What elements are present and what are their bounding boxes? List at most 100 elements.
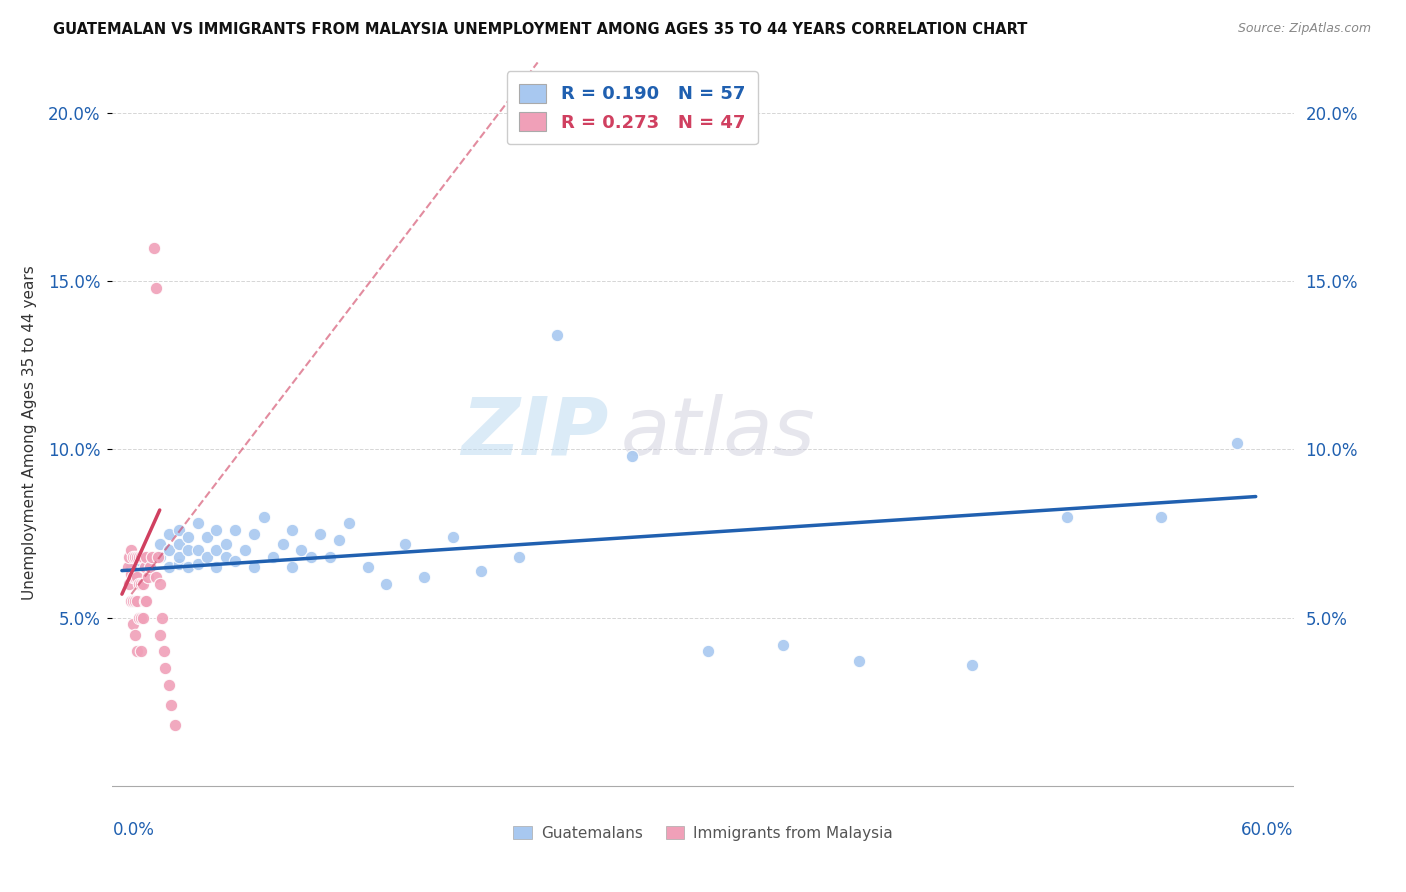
Point: [125, 644, 148, 658]
Point: [125, 570, 148, 584]
Point: [120, 560, 142, 574]
Point: [157, 560, 180, 574]
Point: [621, 449, 644, 463]
Point: [441, 530, 464, 544]
Point: [124, 570, 146, 584]
Point: [167, 536, 190, 550]
Point: [224, 523, 246, 537]
Point: [470, 564, 492, 578]
Point: [129, 644, 152, 658]
Point: [186, 557, 208, 571]
Point: [328, 533, 350, 548]
Point: [1056, 509, 1078, 524]
Point: [195, 550, 218, 565]
Text: atlas: atlas: [620, 393, 815, 472]
Point: [150, 610, 173, 624]
Point: [1226, 435, 1249, 450]
Point: [160, 698, 183, 713]
Point: [157, 678, 180, 692]
Point: [848, 655, 870, 669]
Text: GUATEMALAN VS IMMIGRANTS FROM MALAYSIA UNEMPLOYMENT AMONG AGES 35 TO 44 YEARS CO: GUATEMALAN VS IMMIGRANTS FROM MALAYSIA U…: [53, 22, 1028, 37]
Point: [167, 523, 190, 537]
Point: [155, 661, 177, 675]
Point: [132, 550, 155, 565]
Point: [1150, 509, 1173, 524]
Point: [120, 543, 142, 558]
Point: [129, 610, 152, 624]
Point: [118, 550, 141, 565]
Point: [243, 526, 266, 541]
Text: 60.0%: 60.0%: [1241, 822, 1294, 839]
Point: [149, 577, 172, 591]
Point: [205, 543, 228, 558]
Point: [215, 536, 238, 550]
Point: [138, 570, 160, 584]
Point: [122, 570, 145, 584]
Point: [145, 570, 167, 584]
Point: [281, 523, 304, 537]
Point: [375, 577, 398, 591]
Point: [134, 560, 156, 574]
Point: [271, 536, 294, 550]
Point: [186, 516, 208, 531]
Point: [356, 560, 378, 574]
Point: [134, 594, 156, 608]
Point: [128, 577, 150, 591]
Point: [262, 550, 284, 565]
Point: [124, 594, 146, 608]
Point: [135, 594, 157, 608]
Point: [128, 610, 150, 624]
Point: [149, 550, 172, 565]
Point: [177, 543, 200, 558]
Point: [290, 543, 312, 558]
Point: [772, 638, 794, 652]
Point: [177, 560, 200, 574]
Point: [177, 530, 200, 544]
Point: [129, 553, 152, 567]
Y-axis label: Unemployment Among Ages 35 to 44 years: Unemployment Among Ages 35 to 44 years: [22, 265, 37, 600]
Point: [696, 644, 718, 658]
Point: [167, 557, 190, 571]
Point: [139, 560, 162, 574]
Point: [122, 617, 145, 632]
Point: [122, 550, 145, 565]
Point: [145, 281, 167, 295]
Point: [129, 550, 152, 565]
Point: [243, 560, 266, 574]
Point: [299, 550, 322, 565]
Point: [224, 553, 246, 567]
Point: [128, 550, 150, 565]
Point: [319, 550, 342, 565]
Point: [149, 627, 172, 641]
Point: [125, 550, 148, 565]
Text: 0.0%: 0.0%: [112, 822, 155, 839]
Point: [122, 594, 145, 608]
Point: [337, 516, 360, 531]
Point: [149, 536, 172, 550]
Point: [205, 523, 228, 537]
Point: [157, 543, 180, 558]
Point: [146, 550, 169, 565]
Point: [281, 560, 304, 574]
Point: [508, 550, 530, 565]
Point: [215, 550, 238, 565]
Point: [163, 718, 186, 732]
Point: [546, 328, 568, 343]
Point: [253, 509, 276, 524]
Point: [186, 543, 208, 558]
Point: [143, 240, 166, 254]
Text: ZIP: ZIP: [461, 393, 609, 472]
Point: [962, 657, 984, 672]
Point: [120, 566, 142, 581]
Point: [157, 526, 180, 541]
Point: [195, 530, 218, 544]
Point: [394, 536, 416, 550]
Point: [205, 560, 228, 574]
Point: [141, 550, 163, 565]
Point: [167, 550, 190, 565]
Point: [129, 577, 152, 591]
Point: [125, 594, 148, 608]
Point: [413, 570, 436, 584]
Point: [152, 644, 174, 658]
Point: [118, 577, 141, 591]
